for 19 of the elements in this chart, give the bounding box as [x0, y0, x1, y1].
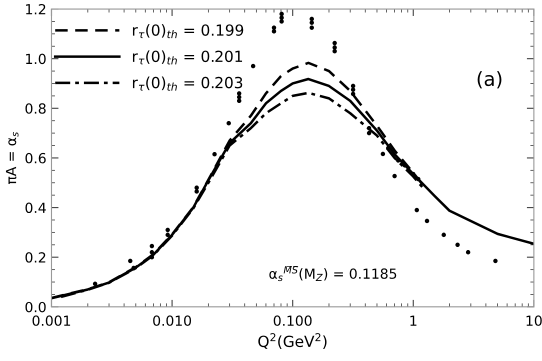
x-tick-label: 0.010	[153, 315, 192, 326]
y-tick-label: 0.6	[25, 152, 46, 164]
y-tick-label: 1.2	[26, 4, 46, 14]
x-tick-label: 0.100	[274, 315, 312, 326]
y-tick-label: 0.0	[25, 302, 46, 312]
annotation: (a)	[478, 71, 502, 88]
y-tick-label: 1.0	[26, 54, 46, 64]
legend-label: r$_{τ}$(0)$_{th}$ = 0.199	[132, 24, 244, 38]
annotation: α$_{s}$$^{M̅S̅}$(M$_{Z}$) = 0.1185	[269, 266, 396, 282]
y-axis-title: πA = α$_{s}$	[6, 132, 18, 184]
y-tick-label: 0.8	[25, 103, 46, 114]
legend-label: r$_{τ}$(0)$_{th}$ = 0.203	[132, 76, 242, 91]
x-tick-label: 0.001	[32, 315, 70, 326]
x-tick-label: 1	[410, 316, 416, 326]
y-tick-label: 0.2	[25, 252, 46, 263]
legend-label: r$_{τ}$(0)$_{th}$ = 0.201	[132, 50, 242, 64]
x-axis-title: Q$^{2}$(GeV$^{2}$)	[258, 333, 327, 349]
x-tick-label: 10	[526, 315, 542, 326]
y-tick-label: 0.4	[25, 202, 46, 214]
